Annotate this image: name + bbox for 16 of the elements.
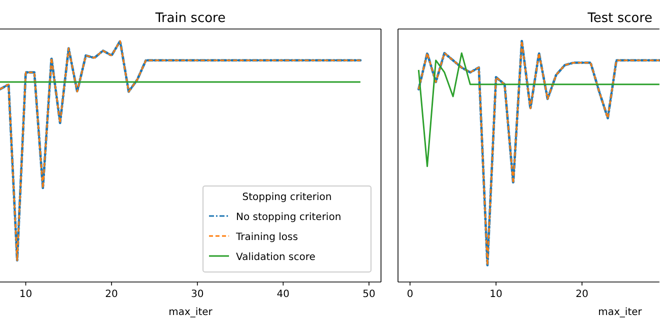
x-tick-label: 40: [276, 289, 290, 300]
x-tick-label: 30: [191, 289, 204, 300]
x-tick-label: 10: [19, 289, 32, 300]
x-tick-label: 10: [490, 289, 502, 300]
legend-label: Validation score: [236, 252, 316, 263]
chart-title: Test score: [586, 11, 652, 26]
legend-label: No stopping criterion: [236, 212, 342, 223]
x-tick-label: 0: [406, 289, 414, 300]
chart-title: Train score: [154, 11, 226, 26]
x-tick-label: 20: [576, 289, 588, 300]
legend-label: Training loss: [235, 232, 298, 243]
x-axis-title: max_iter: [598, 307, 643, 318]
x-tick-label: 20: [105, 289, 118, 300]
x-axis-title: max_iter: [168, 307, 214, 318]
legend-title: Stopping criterion: [242, 192, 332, 203]
x-tick-label: 50: [362, 289, 376, 300]
